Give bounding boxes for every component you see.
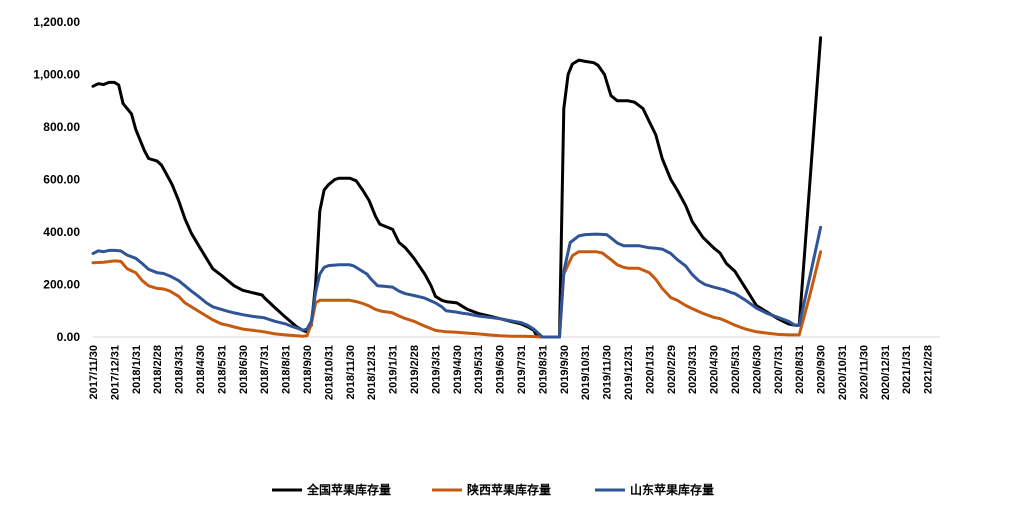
y-tick-label: 1,000.00 bbox=[33, 68, 80, 82]
x-axis: 2017/11/30 2017/12/31 2018/1/31 2018/2/28 20… bbox=[88, 336, 940, 400]
x-tick-label: 2019/3/31 bbox=[430, 345, 442, 394]
x-tick-label: 2019/4/30 bbox=[452, 345, 464, 394]
x-tick-label: 2020/1/31 bbox=[644, 345, 656, 394]
x-tick-label: 2018/3/31 bbox=[174, 345, 186, 394]
x-tick-label: 2020/10/31 bbox=[837, 345, 849, 400]
x-tick-label: 2020/6/30 bbox=[751, 345, 763, 394]
y-tick-label: 400.00 bbox=[43, 225, 80, 239]
x-tick-label: 2019/2/28 bbox=[409, 345, 421, 394]
x-tick-label: 2018/6/30 bbox=[238, 345, 250, 394]
x-tick-label: 2021/1/31 bbox=[901, 345, 913, 394]
x-tick-label: 2017/12/31 bbox=[109, 345, 121, 400]
series-line-3 bbox=[91, 225, 823, 339]
x-tick-label: 2018/10/31 bbox=[323, 345, 335, 400]
x-tick-label: 2018/5/31 bbox=[216, 345, 228, 394]
x-tick-label: 2020/9/30 bbox=[816, 345, 828, 394]
x-tick-label: 2018/4/30 bbox=[195, 345, 207, 394]
y-tick-label: 200.00 bbox=[43, 278, 80, 292]
x-tick-label: 2020/8/31 bbox=[794, 345, 806, 394]
x-tick-label: 2017/11/30 bbox=[88, 345, 100, 399]
y-tick-label: 1,200.00 bbox=[33, 15, 80, 29]
legend-label-3: 山东苹果库存量 bbox=[630, 482, 714, 497]
x-tick-label: 2018/12/31 bbox=[366, 345, 378, 400]
x-tick-label: 2019/5/31 bbox=[473, 345, 485, 394]
y-tick-label: 600.00 bbox=[43, 173, 80, 187]
x-tick-label: 2019/12/31 bbox=[623, 345, 635, 400]
series-layer bbox=[91, 36, 823, 339]
series-line-2 bbox=[91, 250, 823, 339]
x-tick-label: 2019/1/31 bbox=[388, 345, 400, 394]
y-axis: 0.00 200.00 400.00 600.00 800.00 1,000.00 1,20… bbox=[33, 15, 80, 344]
y-tick-label: 800.00 bbox=[43, 120, 80, 134]
y-tick-label: 0.00 bbox=[57, 330, 81, 344]
legend: 全国苹果库存量 陕西苹果库存量 山东苹果库存量 bbox=[272, 482, 714, 497]
x-tick-label: 2018/7/31 bbox=[259, 345, 271, 394]
x-tick-label: 2019/8/31 bbox=[537, 345, 549, 394]
x-tick-label: 2020/5/31 bbox=[730, 345, 742, 394]
x-tick-label: 2019/7/31 bbox=[516, 345, 528, 394]
x-tick-label: 2019/10/31 bbox=[580, 345, 592, 400]
x-tick-label: 2020/4/30 bbox=[709, 345, 721, 394]
x-tick-label: 2020/3/31 bbox=[687, 345, 699, 394]
legend-label-1: 全国苹果库存量 bbox=[306, 482, 391, 497]
x-tick-label: 2018/1/31 bbox=[131, 345, 143, 394]
x-tick-label: 2018/11/30 bbox=[345, 345, 357, 399]
series-line-1 bbox=[91, 36, 823, 339]
x-tick-label: 2018/2/28 bbox=[152, 345, 164, 394]
x-tick-label: 2020/11/30 bbox=[858, 345, 870, 399]
x-tick-label: 2019/9/30 bbox=[559, 345, 571, 394]
x-tick-label: 2021/2/28 bbox=[923, 345, 935, 394]
x-tick-label: 2019/11/30 bbox=[602, 345, 614, 399]
x-tick-label: 2020/7/31 bbox=[773, 345, 785, 394]
x-tick-label: 2019/6/30 bbox=[495, 345, 507, 394]
x-tick-label: 2020/12/31 bbox=[880, 345, 892, 400]
x-tick-label: 2018/9/30 bbox=[302, 345, 314, 394]
legend-label-2: 陕西苹果库存量 bbox=[467, 482, 551, 497]
x-tick-label: 2018/8/31 bbox=[281, 345, 293, 394]
x-tick-label: 2020/2/29 bbox=[666, 345, 678, 394]
